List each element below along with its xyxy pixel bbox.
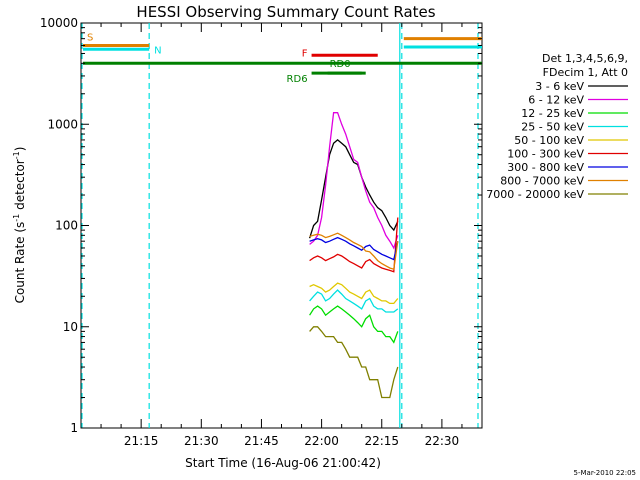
series-line: [309, 217, 399, 273]
y-axis-label: Count Rate (s-1 detector-1): [12, 147, 27, 304]
legend-entry: 12 - 25 keV: [521, 107, 584, 120]
x-axis: 21:15 21:30 21:45 22:00 22:15 22:30: [100, 23, 463, 448]
flag-label: RD0: [330, 59, 351, 70]
event-markers: [81, 23, 479, 428]
y-tick-label: 1000: [47, 117, 78, 131]
series-line: [309, 305, 399, 344]
plot-frame: [80, 22, 483, 429]
legend-entry: 25 - 50 keV: [521, 121, 584, 134]
legend-entry: 300 - 800 keV: [507, 161, 584, 174]
y-axis: 10000 1000 100 10 1: [40, 16, 482, 435]
legend-header-1: Det 1,3,4,5,6,9,: [542, 52, 628, 65]
x-tick-label: 22:30: [425, 434, 460, 448]
series-line: [309, 236, 399, 261]
y-tick-label: 100: [55, 219, 78, 233]
x-tick-label: 21:45: [244, 434, 279, 448]
legend-entry: 100 - 300 keV: [507, 148, 584, 161]
flag-label: N: [154, 45, 161, 56]
series-lines: [308, 112, 399, 399]
timestamp: 5-Mar-2010 22:05: [574, 469, 636, 477]
flag-label: RD6: [287, 74, 308, 85]
y-tick-label: 10: [63, 320, 78, 334]
series-line: [309, 326, 399, 399]
chart-title: HESSI Observing Summary Count Rates: [136, 3, 435, 21]
legend-entry: 3 - 6 keV: [535, 80, 584, 93]
x-axis-label: Start Time (16-Aug-06 21:00:42): [185, 456, 381, 470]
series-line: [309, 289, 399, 313]
y-tick-label: 1: [70, 421, 78, 435]
x-tick-label: 21:15: [124, 434, 159, 448]
legend-entry: 800 - 7000 keV: [500, 175, 584, 188]
x-tick-label: 22:00: [304, 434, 339, 448]
legend-header-2: FDecim 1, Att 0: [543, 66, 628, 79]
x-tick-label: 21:30: [184, 434, 219, 448]
series-line: [309, 232, 399, 271]
x-tick-label: 22:15: [364, 434, 399, 448]
legend-entry: 6 - 12 keV: [528, 94, 584, 107]
series-line: [309, 112, 399, 250]
legend-entry: 7000 - 20000 keV: [486, 188, 584, 201]
legend: Det 1,3,4,5,6,9, FDecim 1, Att 0 3 - 6 k…: [486, 52, 628, 201]
series-line: [308, 139, 399, 239]
flag-label: S: [87, 32, 93, 43]
y-tick-label: 10000: [40, 16, 78, 30]
status-flags: S N F RD0 RD6: [83, 32, 482, 85]
flag-label: F: [302, 48, 308, 59]
series-line: [309, 282, 399, 305]
legend-entry: 50 - 100 keV: [514, 134, 584, 147]
